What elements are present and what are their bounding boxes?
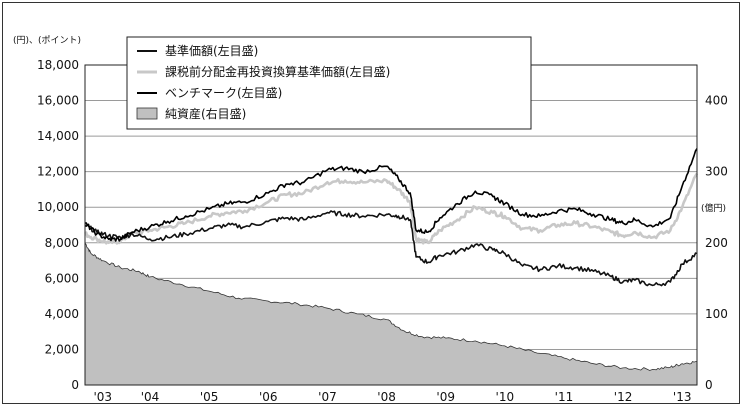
x-tick-label: '12: [614, 390, 633, 404]
legend-swatch: [136, 107, 158, 120]
left-axis-unit-label: (円)、(ポイント): [13, 35, 81, 46]
right-tick-label: 0: [705, 378, 713, 392]
legend: 基準価額(左目盛) 課税前分配金再投資換算基準価額(左目盛) ベンチマーク(左目盛)…: [126, 36, 532, 130]
line-series-layer: [84, 148, 699, 287]
right-axis-ticks: 0 100 200 300 400: [705, 94, 728, 392]
x-tick-label: '05: [200, 390, 219, 404]
left-tick-label: 6,000: [45, 271, 79, 285]
left-tick-label: 2,000: [45, 342, 79, 356]
legend-label: 課税前分配金再投資換算基準価額(左目盛): [165, 64, 390, 79]
x-tick-label: '10: [496, 390, 515, 404]
x-tick-label: '08: [377, 390, 396, 404]
net-assets-area: [84, 242, 698, 386]
left-tick-label: 4,000: [45, 307, 79, 321]
right-tick-label: 300: [705, 165, 728, 179]
left-tick-label: 14,000: [37, 129, 79, 143]
left-axis-ticks: 0 2,000 4,000 6,000 8,000 10,000 12,000 14,000 1…: [37, 58, 79, 392]
left-tick-label: 10,000: [37, 200, 79, 214]
legend-label: 基準価額(左目盛): [165, 43, 258, 58]
legend-label: ベンチマーク(左目盛): [165, 85, 282, 100]
line-chart: 0 2,000 4,000 6,000 8,000 10,000 12,000 14,000 1…: [13, 35, 728, 404]
right-tick-label: 200: [705, 236, 728, 250]
left-tick-label: 18,000: [37, 58, 79, 72]
x-axis-ticks: '03 '04 '05 '06 '07 '08 '09 '10 '11 '12 '13: [93, 390, 691, 404]
chart-frame: 0 2,000 4,000 6,000 8,000 10,000 12,000 14,000 1…: [2, 2, 740, 404]
x-tick-label: '06: [259, 390, 278, 404]
right-tick-label: 400: [705, 94, 728, 108]
left-tick-label: 12,000: [37, 165, 79, 179]
x-tick-label: '09: [436, 390, 455, 404]
reinvested-nav-line: [84, 172, 699, 245]
x-tick-label: '03: [93, 390, 112, 404]
area-series-layer: [84, 242, 698, 386]
right-tick-label: 100: [705, 307, 728, 321]
x-tick-label: '04: [141, 390, 160, 404]
x-tick-label: '07: [318, 390, 337, 404]
nav-line: [84, 210, 698, 287]
left-tick-label: 8,000: [45, 236, 79, 250]
right-axis-unit-label: (億円): [701, 202, 726, 214]
x-tick-label: '13: [673, 390, 692, 404]
x-tick-label: '11: [555, 390, 574, 404]
legend-label: 純資産(右目盛): [165, 106, 246, 121]
left-tick-label: 16,000: [37, 94, 79, 108]
left-tick-label: 0: [71, 378, 79, 392]
benchmark-line: [84, 148, 698, 242]
legend-box: [126, 36, 532, 130]
